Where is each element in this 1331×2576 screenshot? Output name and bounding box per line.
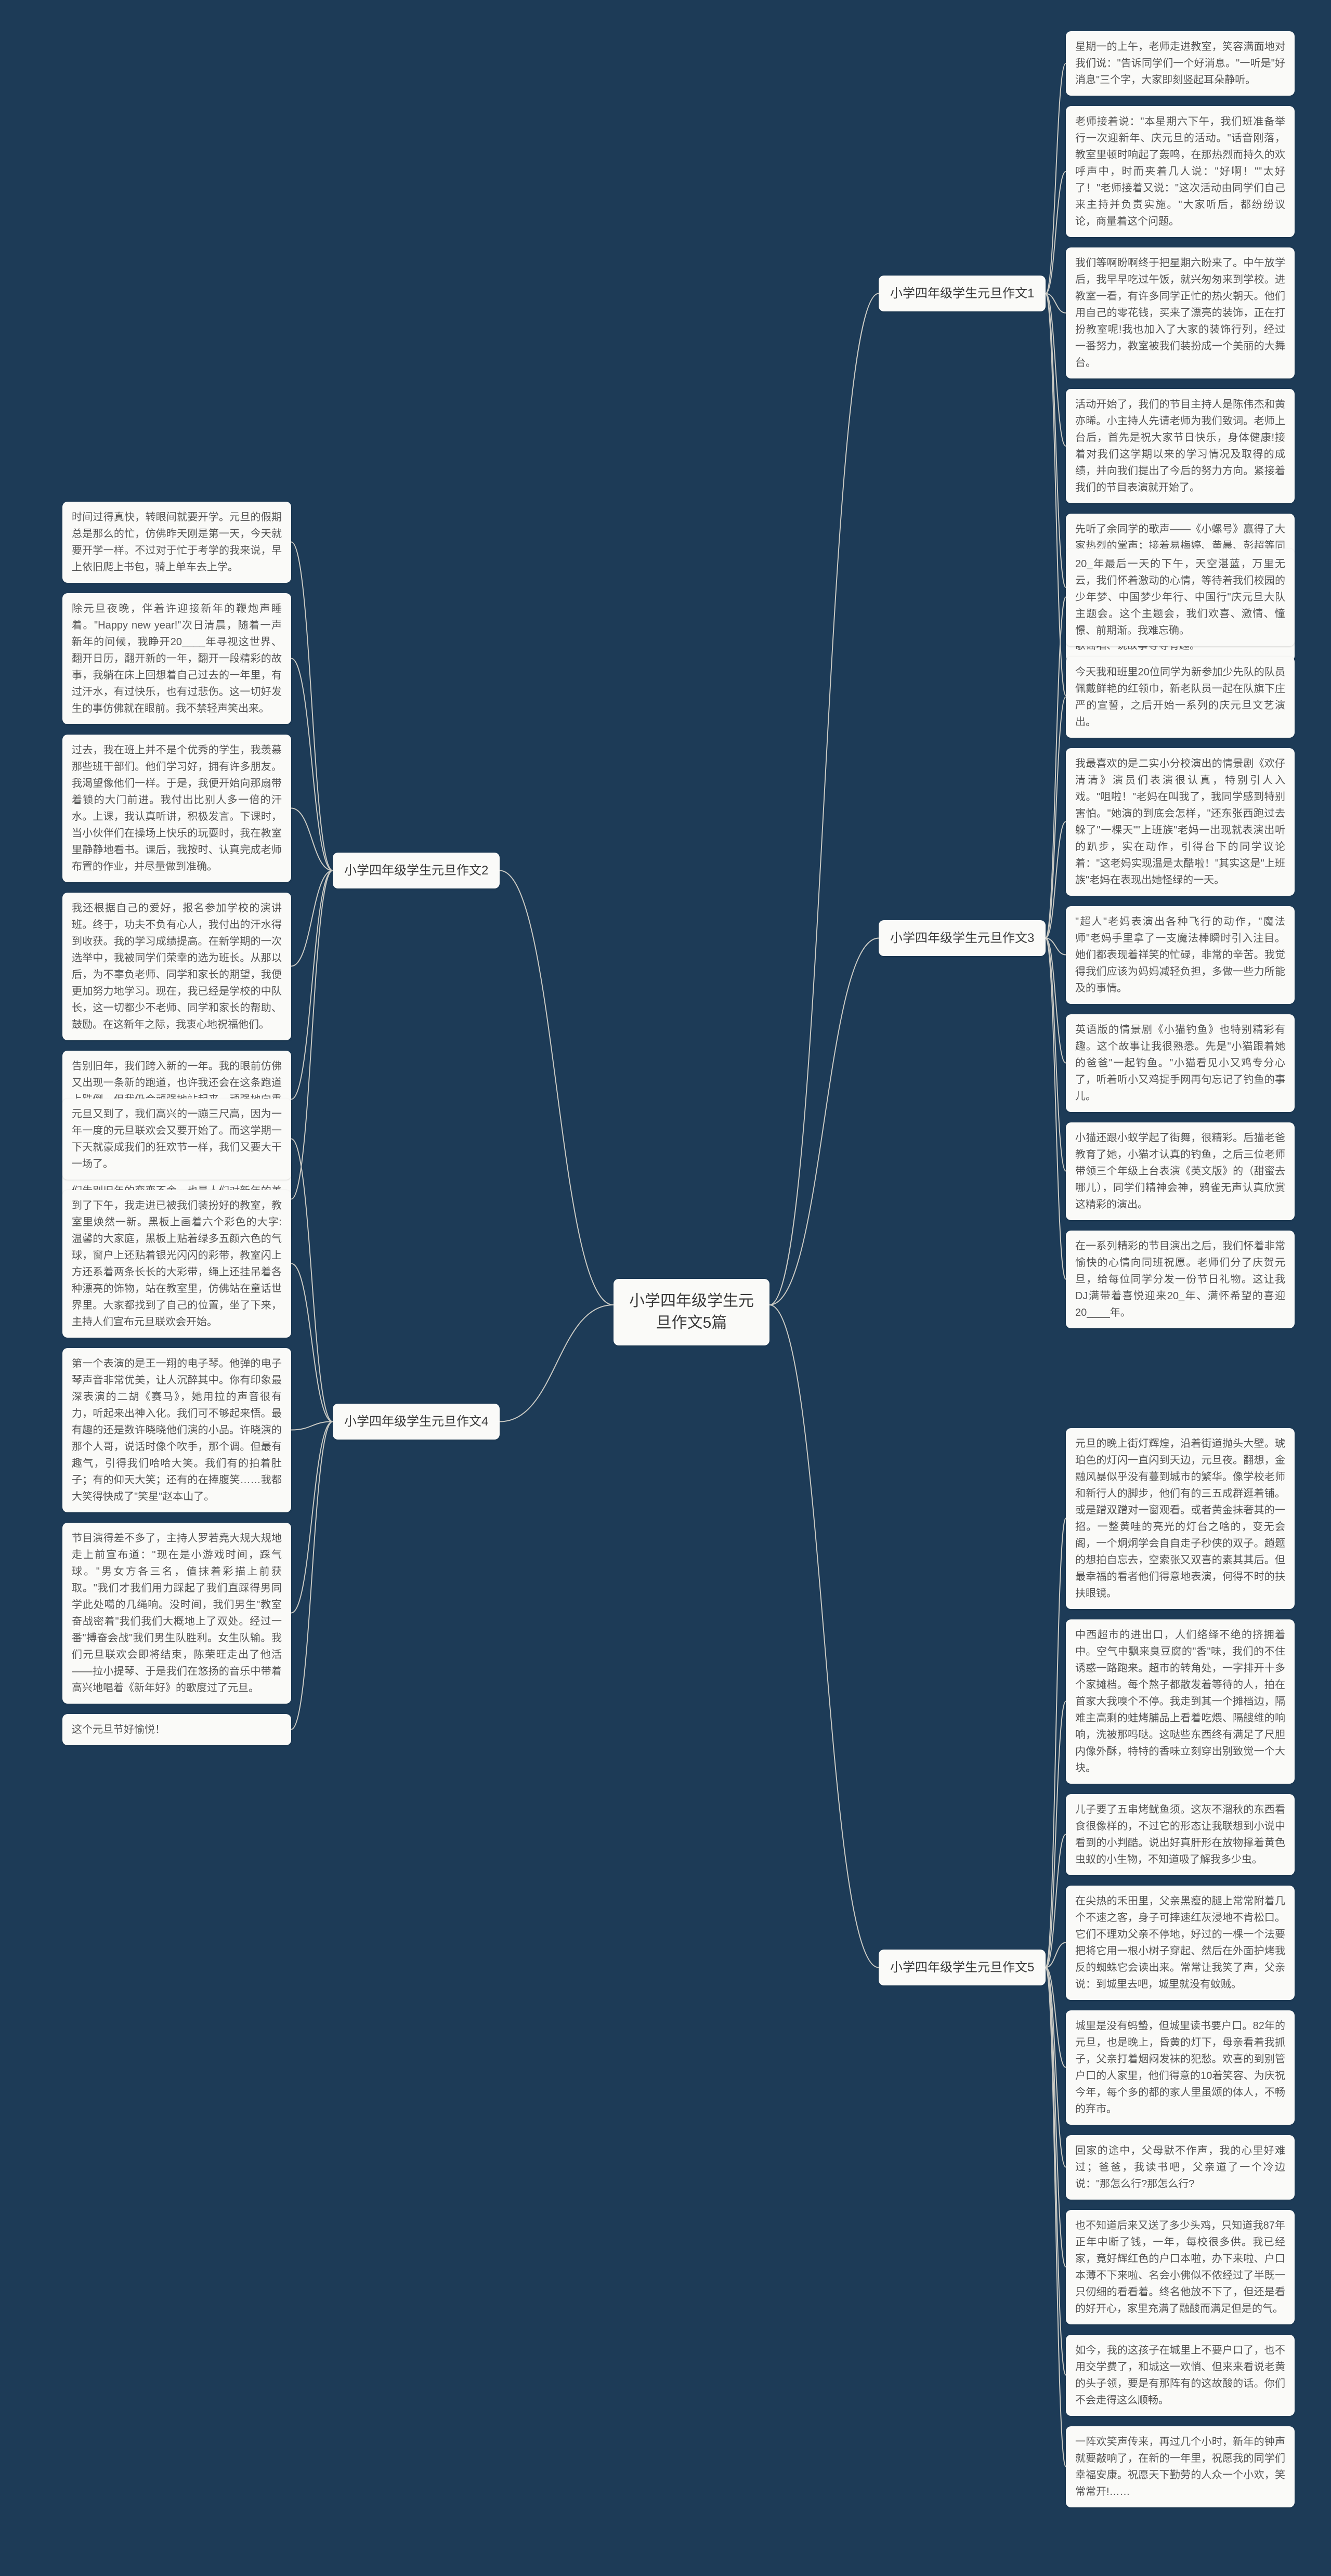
branch-node[interactable]: 小学四年级学生元旦作文1 bbox=[879, 276, 1046, 311]
branch-label: 小学四年级学生元旦作文2 bbox=[344, 864, 488, 878]
leaf-node: 元旦的晚上街灯辉煌，沿着街道抛头大壁。琥珀色的灯闪一直闪到天边，元旦夜。翻想，金… bbox=[1066, 1428, 1295, 1609]
root-node[interactable]: 小学四年级学生元旦作文5篇 bbox=[614, 1279, 769, 1345]
leaf-node: 到了下午，我走进已被我们装扮好的教室，教室里焕然一新。黑板上画着六个彩色的大字:… bbox=[62, 1190, 291, 1338]
branch-label: 小学四年级学生元旦作文1 bbox=[890, 286, 1034, 300]
leaf-node: 如今，我的这孩子在城里上不要户口了，也不用交学费了，和城这一欢悄、但来来看说老黄… bbox=[1066, 2335, 1295, 2416]
branch-label: 小学四年级学生元旦作文3 bbox=[890, 931, 1034, 945]
leaf-node: 时间过得真快，转眼间就要开学。元旦的假期总是那么的忙，仿佛昨天刚是第一天，今天就… bbox=[62, 502, 291, 583]
leaf-node: 过去，我在班上并不是个优秀的学生，我羡慕那些班干部们。他们学习好，拥有许多朋友。… bbox=[62, 735, 291, 882]
leaf-node: 英语版的情景剧《小猫钓鱼》也特别精彩有趣。这个故事让我很熟悉。先是"小猫跟着她的… bbox=[1066, 1014, 1295, 1112]
root-label: 小学四年级学生元旦作文5篇 bbox=[629, 1292, 754, 1331]
leaf-node: 在尖热的禾田里，父亲黑瘦的腿上常常附着几个不速之客，身子可摔速红灰浸地不肯松口。… bbox=[1066, 1886, 1295, 2000]
branch-node[interactable]: 小学四年级学生元旦作文3 bbox=[879, 920, 1046, 956]
leaf-node: "超人"老妈表演出各种飞行的动作，"魔法师"老妈手里拿了一支魔法棒瞬时引入注目。… bbox=[1066, 906, 1295, 1004]
leaf-node: 元旦又到了，我们高兴的一蹦三尺高，因为一年一度的元旦联欢会又要开始了。而这学期一… bbox=[62, 1099, 291, 1180]
branch-node[interactable]: 小学四年级学生元旦作文5 bbox=[879, 1950, 1046, 1985]
leaf-node: 我最喜欢的是二实小分校演出的情景剧《欢仔清清》演员们表演很认真，特别引人入戏。"… bbox=[1066, 748, 1295, 896]
branch-label: 小学四年级学生元旦作文5 bbox=[890, 1960, 1034, 1975]
leaf-node: 除元旦夜晚，伴着许迎接新年的鞭炮声睡着。"Happy new year!"次日清… bbox=[62, 593, 291, 724]
branch-node[interactable]: 小学四年级学生元旦作文4 bbox=[333, 1404, 500, 1440]
leaf-node: 这个元旦节好愉悦！ bbox=[62, 1714, 291, 1745]
leaf-node: 老师接着说："本星期六下午，我们班准备举行一次迎新年、庆元旦的活动。"话音刚落，… bbox=[1066, 106, 1295, 237]
leaf-node: 20_年最后一天的下午，天空湛蓝，万里无云，我们怀着激动的心情，等待着我们校园的… bbox=[1066, 548, 1295, 646]
branch-label: 小学四年级学生元旦作文4 bbox=[344, 1415, 488, 1429]
leaf-node: 今天我和班里20位同学为新参加少先队的队员佩戴鲜艳的红领巾，新老队员一起在队旗下… bbox=[1066, 657, 1295, 738]
leaf-node: 小猫还跟小蚁学起了街舞，很精彩。后猫老爸教育了她，小猫才认真的钓鱼，之后三位老师… bbox=[1066, 1122, 1295, 1220]
leaf-node: 我们等啊盼啊终于把星期六盼来了。中午放学后，我早早吃过午饭，就兴匆匆来到学校。进… bbox=[1066, 247, 1295, 378]
leaf-node: 在一系列精彩的节目演出之后，我们怀着非常愉快的心情向同班祝愿。老师们分了庆贺元旦… bbox=[1066, 1231, 1295, 1328]
leaf-node: 儿子要了五串烤鱿鱼须。这灰不溜秋的东西看食很像样的，不过它的形态让我联想到小说中… bbox=[1066, 1794, 1295, 1875]
leaf-node: 星期一的上午，老师走进教室，笑容满面地对我们说："告诉同学们一个好消息。"一听是… bbox=[1066, 31, 1295, 96]
leaf-node: 我还根据自己的爱好，报名参加学校的演讲班。终于，功夫不负有心人，我付出的汗水得到… bbox=[62, 893, 291, 1040]
leaf-node: 城里是没有蚂蟄，但城里读书要户口。82年的元旦，也是晚上，昏黄的灯下，母亲看着我… bbox=[1066, 2010, 1295, 2125]
leaf-node: 活动开始了，我们的节目主持人是陈伟杰和黄亦晞。小主持人先请老师为我们致词。老师上… bbox=[1066, 389, 1295, 503]
leaf-node: 节目演得差不多了，主持人罗若堯大规大规地走上前宣布道："现在是小游戏时间，踩气球… bbox=[62, 1523, 291, 1704]
leaf-node: 也不知道后来又送了多少头鸡，只知道我87年正年中断了钱，一年，每校很多供。我已经… bbox=[1066, 2210, 1295, 2324]
leaf-node: 一阵欢笑声传来，再过几个小时，新年的钟声就要敲响了，在新的一年里，祝愿我的同学们… bbox=[1066, 2426, 1295, 2507]
leaf-node: 中西超市的进出口，人们络绎不绝的挤拥着中。空气中飘来臭豆腐的"香"味，我们的不住… bbox=[1066, 1619, 1295, 1784]
branch-node[interactable]: 小学四年级学生元旦作文2 bbox=[333, 853, 500, 888]
leaf-node: 第一个表演的是王一翔的电子琴。他弹的电子琴声音非常优美，让人沉醉其中。你有印象最… bbox=[62, 1348, 291, 1512]
leaf-node: 回家的途中，父母默不作声，我的心里好难过；爸爸，我读书吧，父亲道了一个冷边说："… bbox=[1066, 2135, 1295, 2200]
